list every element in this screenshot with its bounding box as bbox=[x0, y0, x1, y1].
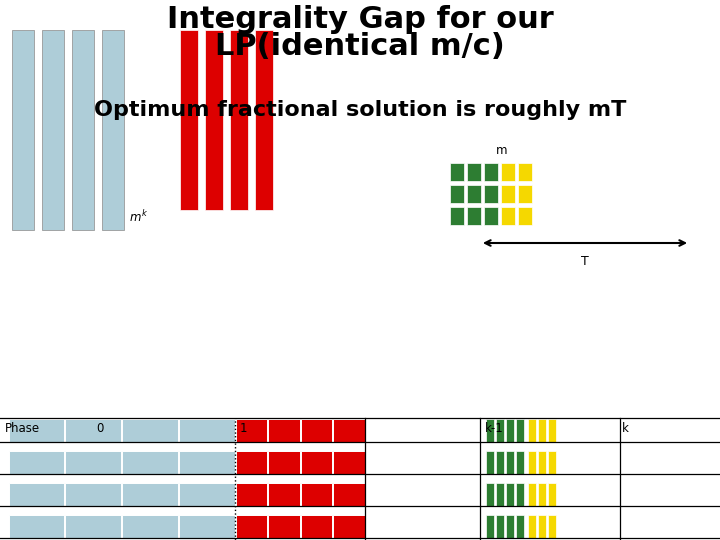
Bar bbox=[333, 418, 364, 442]
Bar bbox=[496, 450, 504, 474]
Bar bbox=[235, 483, 267, 505]
Bar bbox=[548, 450, 556, 474]
Bar bbox=[333, 483, 364, 505]
Bar bbox=[486, 450, 494, 474]
Bar bbox=[255, 30, 273, 210]
Bar bbox=[300, 483, 332, 505]
Bar bbox=[12, 30, 34, 230]
Bar bbox=[518, 185, 532, 203]
Bar bbox=[300, 515, 332, 537]
Bar bbox=[501, 207, 515, 225]
Bar bbox=[235, 418, 267, 442]
Bar bbox=[506, 483, 514, 505]
Bar bbox=[484, 163, 498, 181]
Bar bbox=[484, 207, 498, 225]
Bar bbox=[496, 515, 504, 537]
Text: LP(identical m/c): LP(identical m/c) bbox=[215, 32, 505, 61]
Text: Phase: Phase bbox=[5, 422, 40, 435]
Bar bbox=[9, 418, 64, 442]
Bar bbox=[450, 207, 464, 225]
Bar bbox=[122, 483, 178, 505]
Bar bbox=[484, 185, 498, 203]
Bar bbox=[268, 515, 300, 537]
Bar bbox=[548, 483, 556, 505]
Bar bbox=[9, 515, 64, 537]
Bar bbox=[66, 450, 121, 474]
Bar bbox=[450, 185, 464, 203]
Bar bbox=[516, 418, 524, 442]
Text: k-1: k-1 bbox=[485, 422, 504, 435]
Bar bbox=[548, 515, 556, 537]
Bar bbox=[300, 418, 332, 442]
Bar bbox=[501, 185, 515, 203]
Bar bbox=[268, 418, 300, 442]
Bar bbox=[528, 418, 536, 442]
Text: 1: 1 bbox=[240, 422, 248, 435]
Bar bbox=[450, 163, 464, 181]
Bar bbox=[538, 483, 546, 505]
Bar bbox=[122, 515, 178, 537]
Bar bbox=[548, 418, 556, 442]
Bar bbox=[538, 418, 546, 442]
Bar bbox=[538, 450, 546, 474]
Bar bbox=[9, 483, 64, 505]
Text: T: T bbox=[581, 255, 589, 268]
Bar bbox=[486, 515, 494, 537]
Text: k: k bbox=[621, 422, 629, 435]
Bar bbox=[102, 30, 124, 230]
Text: $m^k$: $m^k$ bbox=[129, 209, 148, 225]
Bar bbox=[467, 185, 481, 203]
Bar bbox=[486, 483, 494, 505]
Bar bbox=[467, 207, 481, 225]
Bar bbox=[486, 418, 494, 442]
Bar bbox=[333, 450, 364, 474]
Bar bbox=[506, 418, 514, 442]
Bar bbox=[42, 30, 64, 230]
Bar bbox=[467, 163, 481, 181]
Bar bbox=[230, 30, 248, 210]
Bar bbox=[300, 450, 332, 474]
Bar bbox=[179, 515, 235, 537]
Bar bbox=[9, 450, 64, 474]
Text: Optimum fractional solution is roughly mT: Optimum fractional solution is roughly m… bbox=[94, 100, 626, 120]
Text: m: m bbox=[496, 144, 508, 157]
Bar bbox=[180, 30, 198, 210]
Bar bbox=[66, 483, 121, 505]
Bar bbox=[66, 418, 121, 442]
Bar bbox=[122, 418, 178, 442]
Bar bbox=[268, 483, 300, 505]
Bar bbox=[518, 207, 532, 225]
Text: Integrality Gap for our: Integrality Gap for our bbox=[166, 5, 554, 34]
Bar bbox=[516, 450, 524, 474]
Bar bbox=[72, 30, 94, 230]
Bar bbox=[235, 450, 267, 474]
Bar bbox=[496, 418, 504, 442]
Bar bbox=[501, 163, 515, 181]
Bar bbox=[122, 450, 178, 474]
Text: 0: 0 bbox=[96, 422, 104, 435]
Bar bbox=[268, 450, 300, 474]
Bar bbox=[179, 450, 235, 474]
Bar bbox=[518, 163, 532, 181]
Bar bbox=[179, 418, 235, 442]
Bar bbox=[538, 515, 546, 537]
Bar bbox=[506, 515, 514, 537]
Bar bbox=[528, 515, 536, 537]
Bar bbox=[516, 515, 524, 537]
Bar bbox=[496, 483, 504, 505]
Bar bbox=[528, 483, 536, 505]
Bar bbox=[179, 483, 235, 505]
Bar bbox=[205, 30, 223, 210]
Bar bbox=[516, 483, 524, 505]
Bar bbox=[528, 450, 536, 474]
Bar bbox=[66, 515, 121, 537]
Bar bbox=[235, 515, 267, 537]
Bar bbox=[506, 450, 514, 474]
Bar bbox=[333, 515, 364, 537]
